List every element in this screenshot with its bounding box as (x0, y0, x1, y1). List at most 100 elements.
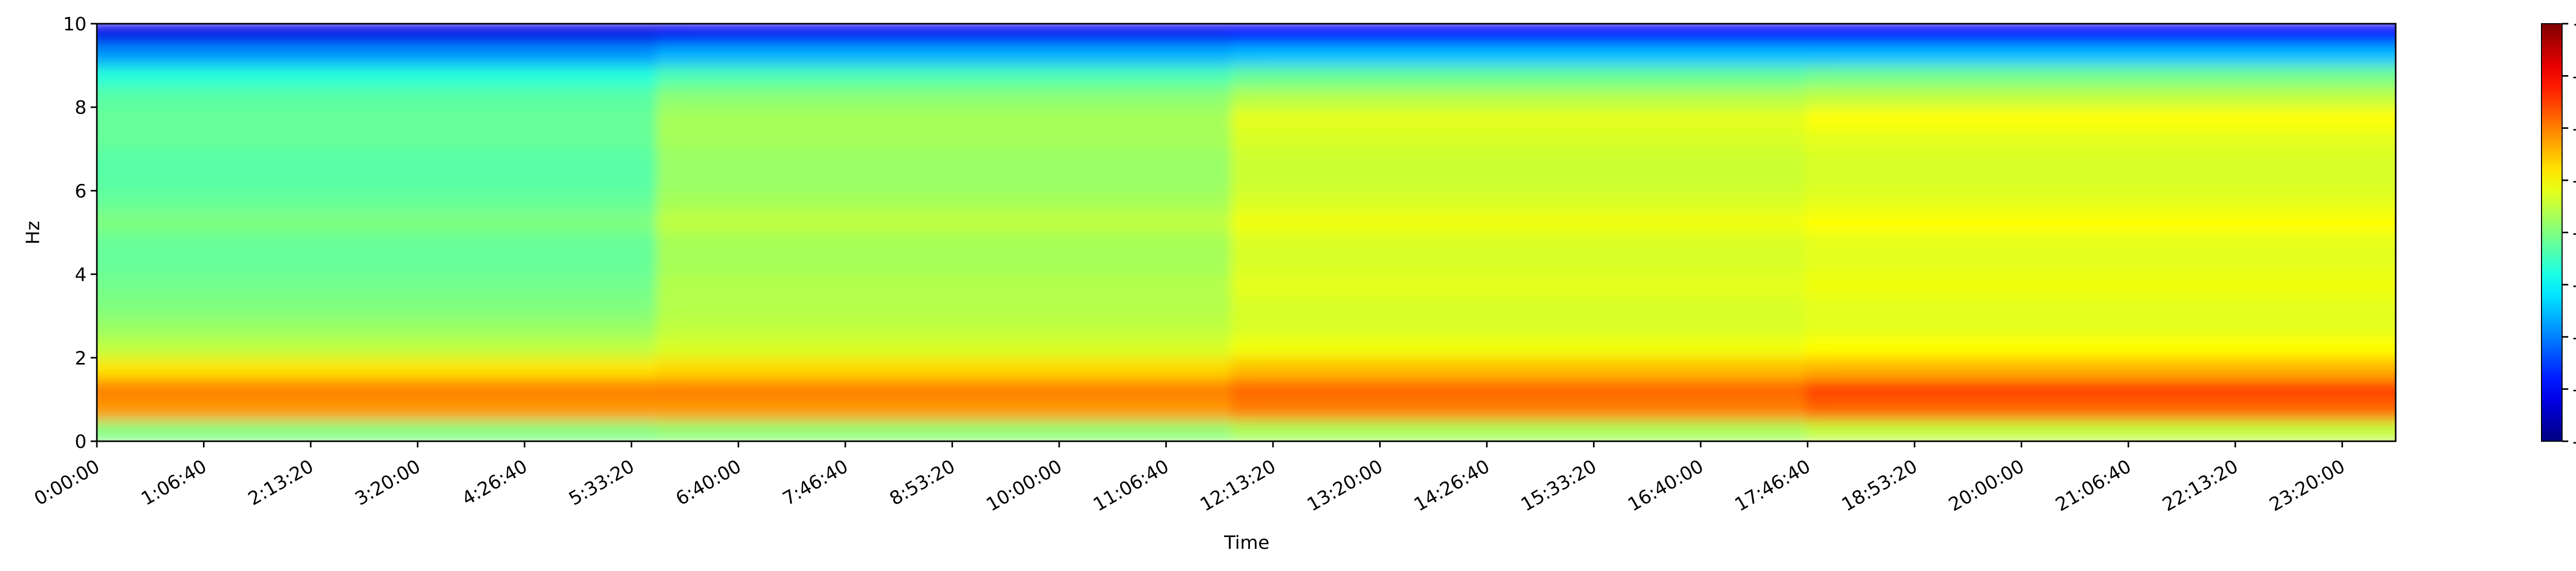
spectrogram-cell (1805, 44, 2396, 66)
spectrogram-cell (1231, 336, 1837, 358)
spectrogram-cell (1805, 336, 2396, 358)
spectrogram-cell (1231, 295, 1837, 317)
spectrogram-cell (1805, 232, 2396, 254)
spectrogram-cell (97, 127, 687, 150)
spectrogram-cell (656, 399, 1262, 421)
spectrogram-cell (656, 44, 1262, 66)
spectrogram-cell (656, 24, 1262, 45)
spectrogram-cell (97, 273, 687, 296)
spectrogram-cell (97, 65, 687, 87)
spectrogram-cell (1805, 378, 2396, 400)
spectrogram-cell (1805, 127, 2396, 150)
y-tick-label: 10 (63, 14, 87, 35)
x-tick-label: 11:06:40 (1090, 456, 1173, 515)
spectrogram-cell (1805, 24, 2396, 45)
x-tick-label: 6:40:00 (672, 456, 745, 510)
spectrogram-cell (1805, 107, 2396, 129)
colorbar-tick-label: -20 dB (2572, 118, 2576, 140)
x-tick-label: 13:20:00 (1303, 456, 1386, 515)
spectrogram-cell (656, 65, 1262, 87)
colorbar-tick-label: +0 dB (2572, 14, 2576, 35)
spectrogram-cell (97, 44, 687, 66)
colorbar-tick-label: -30 dB (2572, 170, 2576, 192)
x-axis-label: Time (1224, 532, 1269, 553)
spectrogram-cell (1231, 107, 1837, 129)
spectrogram-cell (1805, 253, 2396, 275)
spectrogram-image (97, 24, 2396, 441)
spectrogram-cell (656, 169, 1262, 192)
x-tick-label: 21:06:40 (2052, 456, 2135, 515)
spectrogram-cell (1231, 190, 1837, 212)
spectrogram-cell (1231, 315, 1837, 338)
spectrogram-cell (97, 295, 687, 317)
x-tick-label: 2:13:20 (245, 456, 317, 510)
x-tick-label: 14:26:40 (1411, 456, 1494, 515)
colorbar-tick-label: -10 dB (2572, 66, 2576, 87)
spectrogram-cell (1231, 232, 1837, 254)
spectrogram-cell (97, 399, 687, 421)
spectrogram-cell (1805, 295, 2396, 317)
spectrogram-cell (1805, 420, 2396, 441)
spectrogram-cell (97, 107, 687, 129)
spectrogram-cell (97, 253, 687, 275)
spectrogram-cell (1805, 85, 2396, 108)
spectrogram-cell (1231, 65, 1837, 87)
spectrogram-cell (1805, 315, 2396, 338)
spectrogram-cell (1231, 148, 1837, 170)
spectrogram-cell (656, 273, 1262, 296)
spectrogram-cell (1805, 169, 2396, 192)
spectrogram-cell (1805, 190, 2396, 212)
colorbar-tick-label: -50 dB (2572, 275, 2576, 296)
spectrogram-cell (656, 148, 1262, 170)
x-tick-label: 17:46:40 (1732, 456, 1815, 515)
spectrogram-cell (1805, 273, 2396, 296)
spectrogram-cell (656, 295, 1262, 317)
spectrogram-cell (1805, 65, 2396, 87)
x-tick-label: 22:13:20 (2159, 456, 2242, 515)
spectrogram-cell (97, 357, 687, 379)
spectrogram-cell (1805, 399, 2396, 421)
x-tick-label: 4:26:40 (459, 456, 531, 510)
spectrogram-cell (1231, 169, 1837, 192)
spectrogram-cell (1231, 420, 1837, 441)
spectrogram-cell (656, 211, 1262, 233)
x-tick-label: 12:13:20 (1197, 456, 1280, 515)
x-tick-label: 15:33:20 (1517, 456, 1600, 515)
spectrogram-cell (656, 85, 1262, 108)
spectrogram-cell (1231, 24, 1837, 45)
spectrogram-cell (97, 420, 687, 441)
spectrogram-cell (1231, 253, 1837, 275)
colorbar-tick-label: -80 dB (2572, 431, 2576, 453)
y-tick-label: 8 (75, 97, 87, 118)
spectrogram-cell (97, 190, 687, 212)
y-axis-label: Hz (23, 221, 44, 245)
y-tick-label: 0 (75, 431, 87, 453)
spectrogram-cell (1231, 211, 1837, 233)
spectrogram-cell (97, 232, 687, 254)
spectrogram-cell (1231, 273, 1837, 296)
spectrogram-cell (656, 357, 1262, 379)
spectrogram-cell (97, 336, 687, 358)
spectrogram-cell (656, 190, 1262, 212)
x-tick-label: 7:46:40 (779, 456, 852, 510)
colorbar-tick-label: -40 dB (2572, 223, 2576, 244)
spectrogram-cell (656, 420, 1262, 441)
y-tick-label: 2 (75, 348, 87, 369)
spectrogram-cell (1805, 148, 2396, 170)
spectrogram-cell (656, 315, 1262, 338)
x-tick-label: 5:33:20 (565, 456, 638, 510)
x-tick-label: 16:40:00 (1624, 456, 1707, 515)
x-tick-label: 18:53:20 (1838, 456, 1921, 515)
spectrogram-cell (656, 253, 1262, 275)
colorbar-tick-label: -60 dB (2572, 327, 2576, 348)
x-tick-label: 20:00:00 (1945, 456, 2028, 515)
spectrogram-cell (656, 336, 1262, 358)
spectrogram-cell (656, 232, 1262, 254)
spectrogram-cell (656, 127, 1262, 150)
plot-frame (96, 23, 2397, 442)
spectrogram-cell (1231, 399, 1837, 421)
y-tick-label: 4 (75, 265, 87, 286)
spectrogram-cell (1231, 378, 1837, 400)
